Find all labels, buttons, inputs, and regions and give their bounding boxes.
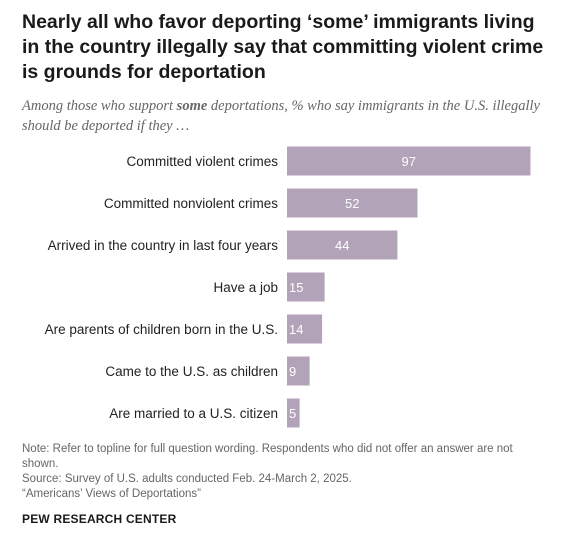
source-text: Source: Survey of U.S. adults conducted …: [22, 473, 352, 485]
chart-notes: Note: Refer to topline for full question…: [22, 442, 552, 502]
bar: [287, 230, 398, 260]
category-label: Arrived in the country in last four year…: [48, 238, 279, 253]
report-title: “Americans’ Views of Deportations”: [22, 488, 201, 500]
bar-group: Arrived in the country in last four year…: [48, 230, 398, 260]
category-label: Have a job: [213, 280, 278, 295]
category-label: Committed violent crimes: [126, 154, 278, 169]
bar: [287, 314, 323, 344]
subtitle-tail: deportations, % who say immigrants in th…: [22, 98, 540, 134]
value-label: 14: [289, 322, 303, 337]
value-label: 44: [335, 238, 349, 253]
bar: [287, 146, 531, 176]
pew-logo-text: PEW RESEARCH CENTER: [22, 512, 177, 526]
bar-group: Have a job 15: [213, 272, 325, 302]
category-label: Are parents of children born in the U.S.: [45, 322, 278, 337]
chart-subtitle: Among those who support some deportation…: [22, 96, 552, 136]
category-label: Came to the U.S. as children: [105, 364, 278, 379]
category-label: Committed nonviolent crimes: [104, 196, 278, 211]
value-label: 5: [289, 406, 296, 421]
bar-group: Committed violent crimes 97: [126, 146, 531, 176]
bar-group: Committed nonviolent crimes 52: [104, 188, 418, 218]
bar: [287, 398, 300, 428]
value-label: 9: [289, 364, 296, 379]
bar-group: Came to the U.S. as children 9: [105, 356, 310, 386]
bar: [287, 188, 418, 218]
note-text: Note: Refer to topline for full question…: [22, 443, 513, 470]
bar: [287, 356, 310, 386]
bar-group: Are married to a U.S. citizen 5: [109, 398, 300, 428]
category-label: Are married to a U.S. citizen: [109, 406, 278, 421]
subtitle-lead: Among those who support: [22, 98, 177, 114]
subtitle-emphasis: some: [176, 98, 208, 114]
bar-group: Are parents of children born in the U.S.…: [45, 314, 323, 344]
value-label: 52: [345, 196, 359, 211]
value-label: 15: [289, 280, 303, 295]
chart-title: Nearly all who favor deporting ‘some’ im…: [22, 11, 544, 83]
bar: [287, 272, 325, 302]
value-label: 97: [402, 154, 416, 169]
bar-chart: Committed violent crimes 97 Committed nonv…: [45, 146, 531, 428]
